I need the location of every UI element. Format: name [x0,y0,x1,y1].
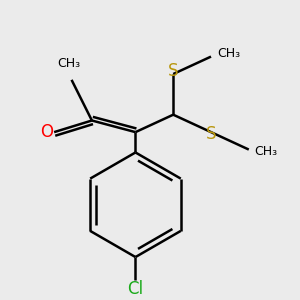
Text: CH₃: CH₃ [217,47,240,60]
Text: O: O [40,123,53,141]
Text: CH₃: CH₃ [255,145,278,158]
Text: CH₃: CH₃ [57,57,80,70]
Text: S: S [168,62,178,80]
Text: Cl: Cl [128,280,143,298]
Text: S: S [206,124,216,142]
